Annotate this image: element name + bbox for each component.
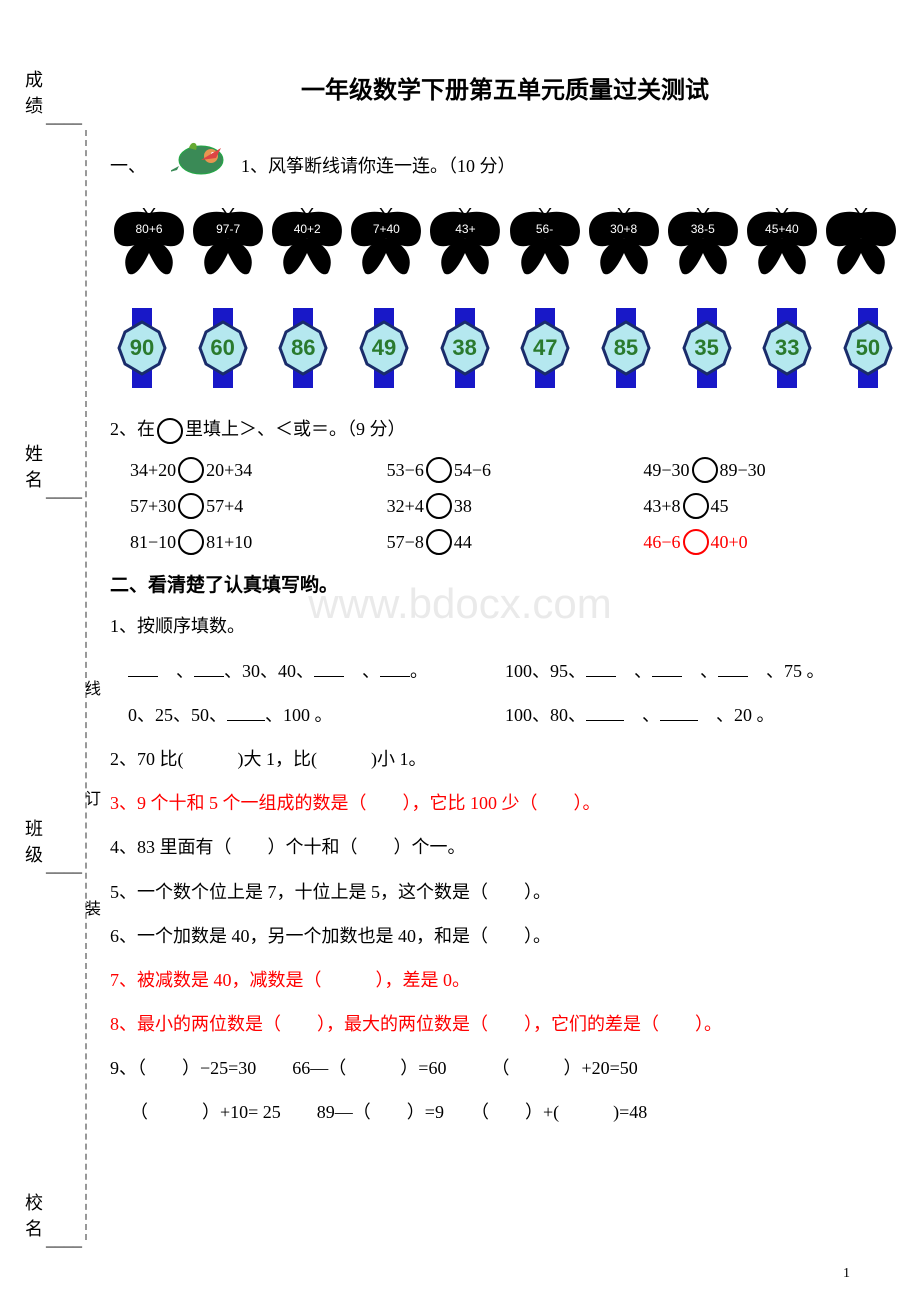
circle-blank (426, 529, 452, 555)
s2-q6: 6、一个加数是 40，另一个加数也是 40，和是（ ）。 (110, 919, 900, 953)
butterfly-row: 80+6 97-7 40+2 7+40 43+ 56- 30+8 38-5 45… (110, 208, 900, 278)
watch-item: 85 (599, 308, 653, 388)
watch-item: 60 (196, 308, 250, 388)
compare-row-2: 57+3057+4 32+438 43+845 (110, 493, 900, 519)
watch-row: 90 60 86 49 38 47 85 35 33 50 (110, 308, 900, 388)
compare-row-1: 34+2020+34 53−654−6 49−3089−30 (110, 457, 900, 483)
q1-2-title: 2、在里填上＞、＜或＝。（9 分） (110, 413, 900, 445)
dash-label-xian: 线 (78, 680, 102, 696)
side-school: 校名____ (20, 1193, 100, 1250)
page-number: 1 (843, 1266, 850, 1282)
butterfly-item: 30+8 (585, 208, 663, 278)
side-score: 成绩____ (20, 70, 100, 127)
watch-item: 38 (438, 308, 492, 388)
s2-q5: 5、一个数个位上是 7，十位上是 5，这个数是（ ）。 (110, 875, 900, 909)
circle-blank (426, 457, 452, 483)
s2-q1-head: 1、按顺序填数。 (110, 609, 900, 643)
watch-item: 33 (760, 308, 814, 388)
s2-q3: 3、9 个十和 5 个一组成的数是（ ），它比 100 少（ ）。 (110, 786, 900, 820)
watch-item: 49 (357, 308, 411, 388)
circle-blank (692, 457, 718, 483)
s2-q2: 2、70 比( )大 1，比( )小 1。 (110, 742, 900, 776)
section2-title: 二、看清楚了认真填写哟。 (110, 570, 900, 597)
butterfly-item: 7+40 (347, 208, 425, 278)
butterfly-item: 40+2 (268, 208, 346, 278)
side-class: 班级____ (20, 819, 100, 876)
watch-item: 50 (841, 308, 895, 388)
binding-sidebar: 成绩____ 姓名____ 班级____ 校名____ (20, 70, 100, 1250)
butterfly-item: 80+6 (110, 208, 188, 278)
watch-item: 35 (680, 308, 734, 388)
watch-item: 90 (115, 308, 169, 388)
s2-q1-line2: 0、25、50、、100 。 100、80、 、 、20 。 (110, 698, 900, 732)
dash-label-zhuang: 装 (78, 900, 102, 916)
compare-row-3: 81−1081+10 57−844 46−640+0 (110, 529, 900, 555)
main-content: 一年级数学下册第五单元质量过关测试 一、 1、风筝断线请你连一连。（10 分） … (110, 70, 900, 1140)
circle-blank (178, 529, 204, 555)
s2-q4: 4、83 里面有（ ）个十和（ ）个一。 (110, 830, 900, 864)
circle-icon (157, 418, 183, 444)
circle-blank (178, 457, 204, 483)
circle-blank (426, 493, 452, 519)
circle-blank (178, 493, 204, 519)
s2-q9b: （ ）+10= 25 89—（ ）=9 （ ）+( )=48 (110, 1095, 900, 1129)
butterfly-item (822, 208, 900, 278)
butterfly-item: 38-5 (664, 208, 742, 278)
butterfly-item: 97-7 (189, 208, 267, 278)
watch-item: 86 (276, 308, 330, 388)
circle-blank-red (683, 529, 709, 555)
side-name: 姓名____ (20, 444, 100, 501)
s2-q7: 7、被减数是 40，减数是（ ），差是 0。 (110, 963, 900, 997)
watch-item: 47 (518, 308, 572, 388)
section1-header: 一、 1、风筝断线请你连一连。（10 分） (110, 130, 900, 200)
butterfly-item: 56- (506, 208, 584, 278)
circle-blank (683, 493, 709, 519)
butterfly-item: 45+40 (743, 208, 821, 278)
kite-icon (171, 138, 231, 193)
s2-q9a: 9、（ ）−25=30 66—（ ）=60 （ ）+20=50 (110, 1051, 900, 1085)
butterfly-item: 43+ (426, 208, 504, 278)
dash-label-ding: 订 (78, 790, 102, 806)
s2-q1-line1: 、、30、40、 、。 100、95、 、 、 、75 。 (110, 654, 900, 688)
s2-q8: 8、最小的两位数是（ ），最大的两位数是（ ），它们的差是（ ）。 (110, 1007, 900, 1041)
page-title: 一年级数学下册第五单元质量过关测试 (110, 70, 900, 105)
